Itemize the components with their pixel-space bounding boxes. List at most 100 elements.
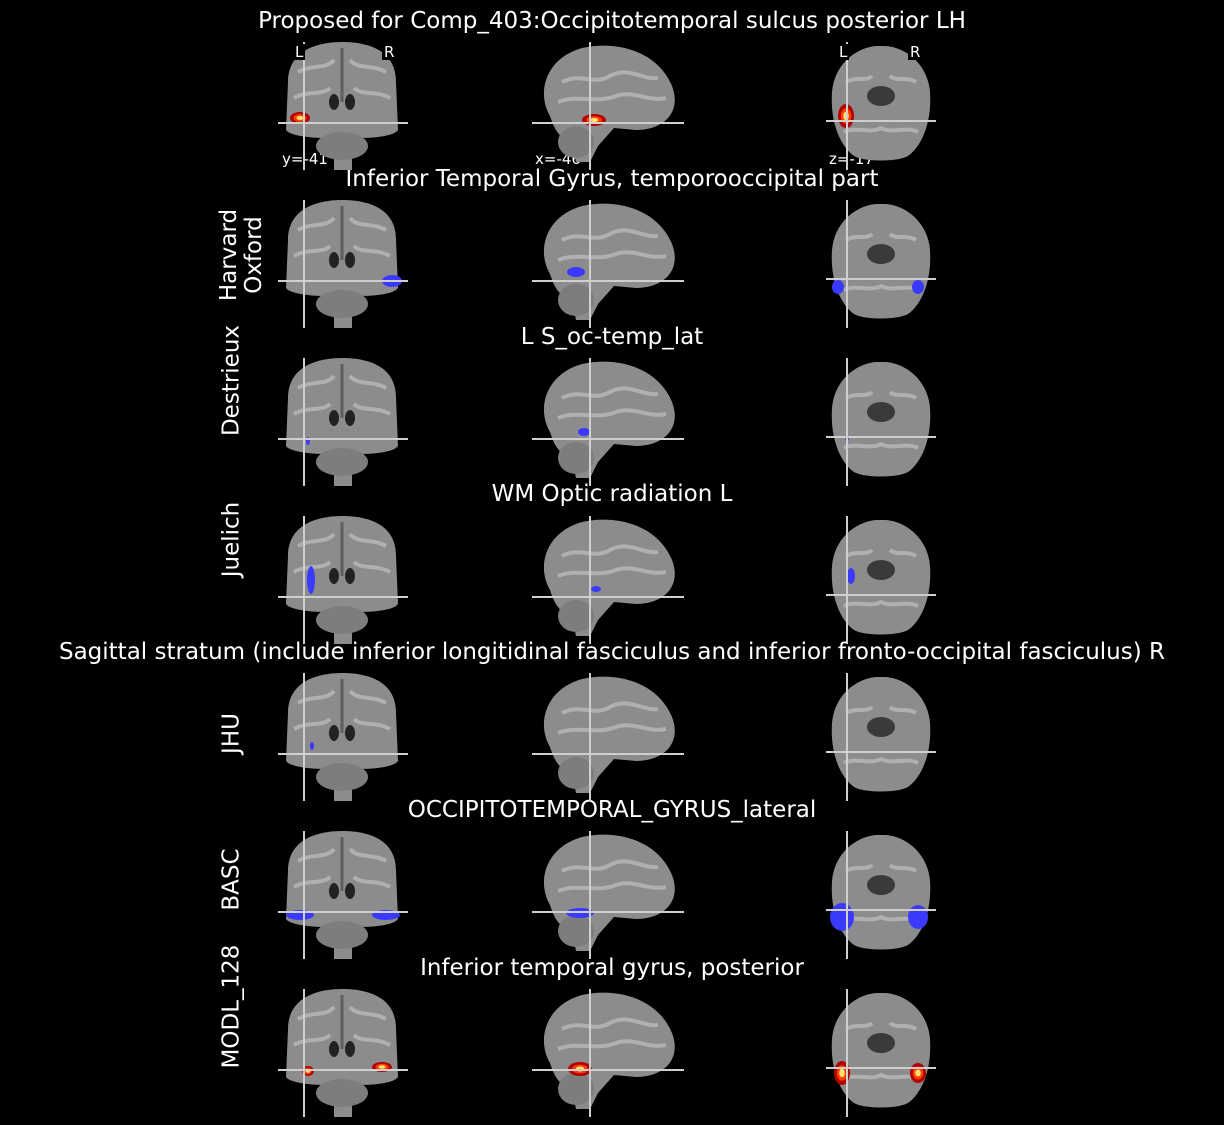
coronal-white-matter bbox=[293, 1005, 391, 1047]
slice-sagittal-row-3 bbox=[532, 516, 684, 644]
coronal-brain-slice bbox=[286, 831, 398, 959]
coronal-cerebellum bbox=[316, 606, 368, 634]
atlas-label-modl-128: MODL_128 bbox=[218, 944, 245, 1069]
axial-brain-slice bbox=[831, 204, 931, 319]
coronal-ventricle-left bbox=[329, 410, 339, 426]
axial-midbrain bbox=[867, 402, 895, 422]
orientation-left-coronal: L bbox=[293, 43, 306, 61]
slice-sagittal-row-5 bbox=[532, 831, 684, 959]
slice-sagittal-row-4 bbox=[532, 673, 684, 801]
axial-gyri bbox=[843, 390, 919, 450]
sagittal-cerebellum bbox=[558, 600, 594, 632]
coronal-ventricle-left bbox=[329, 252, 339, 268]
region-title-destrieux: L S_oc-temp_lat bbox=[520, 324, 704, 350]
sagittal-brain-slice bbox=[543, 676, 675, 793]
orientation-left-axial: L bbox=[837, 43, 850, 61]
atlas-label-destrieux: Destrieux bbox=[218, 324, 245, 437]
coronal-white-matter bbox=[293, 532, 391, 574]
coronal-cerebellum bbox=[316, 132, 368, 160]
atlas-label-jhu: JHU bbox=[218, 713, 245, 754]
coronal-ventricle-left bbox=[329, 94, 339, 110]
coronal-cerebellum bbox=[316, 921, 368, 949]
axial-atlas-overlay-0 bbox=[830, 903, 854, 931]
coronal-brain-slice bbox=[286, 516, 398, 644]
region-title-jhu: Sagittal stratum (include inferior longi… bbox=[58, 639, 1165, 665]
sagittal-brain-slice bbox=[543, 992, 675, 1109]
orientation-right-axial: R bbox=[908, 43, 923, 61]
coronal-ventricle-left bbox=[329, 725, 339, 741]
region-title-basc: OCCIPITOTEMPORAL_GYRUS_lateral bbox=[407, 797, 817, 823]
sagittal-brain-slice bbox=[543, 203, 675, 320]
region-title-modl-128: Inferior temporal gyrus, posterior bbox=[420, 955, 804, 981]
coronal-ventricle-right bbox=[345, 252, 355, 268]
axial-midbrain bbox=[867, 244, 895, 264]
slice-sagittal-row-2 bbox=[532, 358, 684, 486]
coronal-brain-outline bbox=[286, 989, 398, 1117]
sagittal-cerebellum bbox=[558, 126, 594, 158]
coronal-ventricle-right bbox=[345, 1041, 355, 1057]
axial-brain-slice bbox=[831, 835, 931, 950]
coronal-cerebellum bbox=[316, 1079, 368, 1107]
coronal-ventricle-left bbox=[329, 1041, 339, 1057]
sagittal-cerebellum bbox=[558, 1073, 594, 1105]
axial-gyri bbox=[843, 863, 919, 923]
coronal-brain-outline bbox=[286, 831, 398, 959]
coronal-white-matter bbox=[293, 689, 391, 731]
slice-coronal-row-0 bbox=[278, 42, 408, 170]
coronal-ventricle-right bbox=[345, 94, 355, 110]
coronal-ventricle-left bbox=[329, 883, 339, 899]
coronal-ventricle-right bbox=[345, 410, 355, 426]
axial-midbrain bbox=[867, 86, 895, 106]
slice-sagittal-row-0 bbox=[532, 42, 684, 170]
sagittal-gyri bbox=[557, 1017, 667, 1051]
coronal-white-matter bbox=[293, 216, 391, 258]
region-title-harvard-oxford: Inferior Temporal Gyrus, temporooccipita… bbox=[345, 166, 879, 192]
coronal-ventricle-right bbox=[345, 568, 355, 584]
slice-axial-row-4 bbox=[826, 673, 936, 801]
sagittal-atlas-overlay-0 bbox=[591, 586, 601, 592]
coronal-brain-outline bbox=[286, 42, 398, 170]
coronal-cerebellum bbox=[316, 448, 368, 476]
sagittal-brain-slice bbox=[543, 45, 675, 162]
sagittal-brain-slice bbox=[543, 834, 675, 951]
orientation-right-coronal: R bbox=[382, 43, 397, 61]
sagittal-cerebellum bbox=[558, 757, 594, 789]
axial-gyri bbox=[843, 1021, 919, 1081]
slice-axial-row-6 bbox=[826, 989, 936, 1117]
axial-brain-slice bbox=[831, 46, 931, 161]
slice-coronal-row-1 bbox=[278, 200, 408, 328]
sagittal-activation-core-0 bbox=[589, 117, 599, 123]
axial-atlas-overlay-0 bbox=[832, 280, 844, 294]
sagittal-cerebellum bbox=[558, 915, 594, 947]
coronal-activation-core-0 bbox=[296, 115, 304, 121]
slice-coronal-row-4 bbox=[278, 673, 408, 801]
coronal-brain-outline bbox=[286, 200, 398, 328]
slice-axial-row-5 bbox=[826, 831, 936, 959]
sagittal-atlas-overlay-0 bbox=[578, 428, 590, 436]
coronal-brain-slice bbox=[286, 358, 398, 486]
axial-brain-slice bbox=[831, 520, 931, 635]
coronal-ventricle-right bbox=[345, 883, 355, 899]
sagittal-gyri bbox=[557, 859, 667, 893]
sagittal-cerebellum bbox=[558, 442, 594, 474]
axial-atlas-overlay-1 bbox=[908, 905, 928, 929]
coronal-activation-core-1 bbox=[378, 1065, 386, 1069]
coronal-white-matter bbox=[293, 847, 391, 889]
coronal-brain-slice bbox=[286, 42, 398, 170]
sagittal-brain-slice bbox=[543, 519, 675, 636]
coronal-atlas-overlay-0 bbox=[307, 566, 315, 594]
axial-brain-slice bbox=[831, 993, 931, 1108]
axial-activation-core-1 bbox=[915, 1069, 921, 1077]
sagittal-gyri bbox=[557, 228, 667, 262]
slice-coronal-row-6 bbox=[278, 989, 408, 1117]
coronal-brain-outline bbox=[286, 358, 398, 486]
atlas-label-juelich: Juelich bbox=[218, 501, 245, 578]
coronal-brain-slice bbox=[286, 989, 398, 1117]
slice-axial-row-0 bbox=[826, 42, 936, 170]
coronal-cerebellum bbox=[316, 763, 368, 791]
sagittal-cerebellum bbox=[558, 284, 594, 316]
slice-axial-row-3 bbox=[826, 516, 936, 644]
axial-atlas-overlay-0 bbox=[847, 568, 855, 584]
axial-atlas-overlay-1 bbox=[912, 280, 924, 294]
